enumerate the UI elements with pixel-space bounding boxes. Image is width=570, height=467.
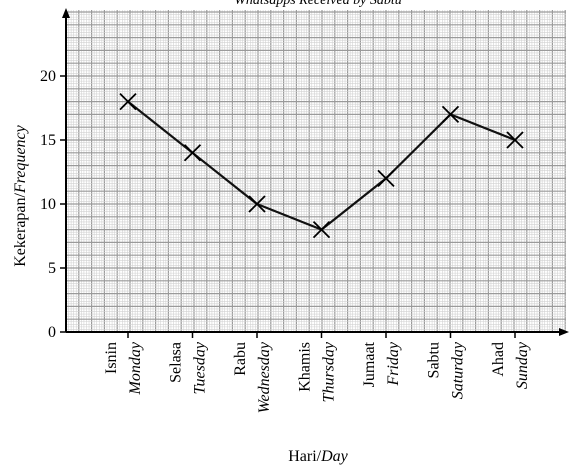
y-tick-label: 0 xyxy=(48,324,56,341)
y-tick-label: 10 xyxy=(40,196,56,213)
data-point-cross xyxy=(248,195,266,213)
x-tick-label-english: Wednesday xyxy=(256,341,273,413)
y-tick-label: 15 xyxy=(40,132,56,149)
x-axis-label-malay: Hari/ xyxy=(288,448,321,465)
y-tick-label: 20 xyxy=(40,68,56,85)
x-tick-label-malay: Ahad xyxy=(490,342,507,377)
data-point-cross xyxy=(183,144,202,162)
y-axis-label-malay: Kekerapan/ xyxy=(12,192,29,266)
x-tick-label-english: Friday xyxy=(385,341,402,386)
axes xyxy=(62,8,569,336)
grid xyxy=(66,10,566,332)
x-tick-label-malay: Selasa xyxy=(168,342,185,383)
data-markers xyxy=(119,92,524,239)
x-tick-labels: Isnin Monday Selasa Tuesday Rabu Wednesday Kha… xyxy=(103,332,531,413)
y-tick-label: 5 xyxy=(48,260,56,277)
x-tick-label-malay: Jumaat xyxy=(361,341,378,387)
data-point-cross xyxy=(312,220,331,239)
y-axis-label: Kekerapan/Frequency xyxy=(12,124,29,266)
data-point-cross xyxy=(441,105,460,124)
y-axis-label-english: Frequency xyxy=(12,124,29,194)
x-tick-label-english: Tuesday xyxy=(192,341,209,394)
x-tick-label-english: Thursday xyxy=(321,341,338,402)
y-axis-arrow xyxy=(62,8,70,18)
y-tick-labels: 0 5 10 15 20 xyxy=(40,68,66,341)
x-tick-label-english: Saturday xyxy=(450,341,467,399)
chart-title: Whatsapps Received by Sabtu xyxy=(234,0,402,8)
x-tick-label-english: Monday xyxy=(127,341,144,395)
x-tick-label-malay: Sabtu xyxy=(426,342,443,378)
x-tick-label-english: Sunday xyxy=(514,341,531,389)
x-tick-label-malay: Khamis xyxy=(297,342,314,392)
x-axis-label: Hari/Day xyxy=(288,448,348,465)
x-tick-label-malay: Rabu xyxy=(232,342,249,376)
data-point-cross xyxy=(506,131,524,149)
x-axis-label-english: Day xyxy=(320,448,349,465)
x-axis-arrow xyxy=(559,328,569,336)
x-tick-label-malay: Isnin xyxy=(103,342,120,374)
data-point-cross xyxy=(377,169,395,188)
data-point-cross xyxy=(119,92,137,111)
